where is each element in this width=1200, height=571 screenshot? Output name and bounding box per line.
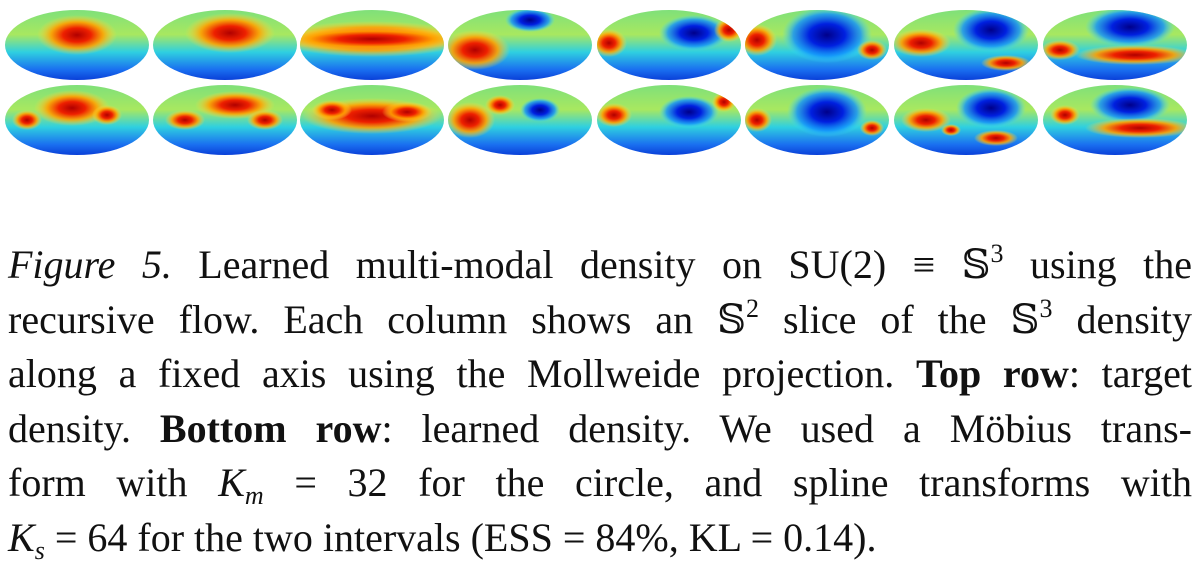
caption-text: m — [244, 481, 264, 510]
mollweide-map — [745, 10, 889, 80]
density-figure — [5, 10, 1187, 155]
caption-text: Top row — [915, 351, 1069, 396]
caption-line: Ks = 64 for the two intervals (ESS = 84%… — [8, 511, 1192, 566]
mollweide-map — [597, 10, 741, 80]
mollweide-map — [894, 10, 1038, 80]
caption-text: Bottom row — [159, 405, 382, 451]
mollweide-map — [894, 85, 1038, 155]
mollweide-map — [1043, 10, 1187, 80]
caption-text: density — [1052, 296, 1193, 342]
caption-text: along a fixed axis using the Mollweide p… — [8, 351, 916, 396]
mollweide-map — [448, 10, 592, 80]
caption-text: using the — [1003, 242, 1192, 287]
caption-text: s — [34, 535, 45, 565]
mollweide-map — [5, 10, 149, 80]
mollweide-map — [153, 10, 297, 80]
caption-text: = 32 for the circle, and spline transfor… — [263, 460, 1192, 505]
caption-text: slice of the 𝕊 — [759, 296, 1040, 342]
caption: Figure 5. Learned multi-modal density on… — [8, 238, 1192, 565]
mollweide-map — [448, 85, 592, 155]
caption-text: 3 — [1039, 293, 1053, 323]
caption-line: form with Km = 32 for the circle, and sp… — [8, 456, 1192, 511]
mollweide-map — [745, 85, 889, 155]
mollweide-map — [1043, 85, 1187, 155]
caption-text: density. — [8, 405, 160, 451]
mollweide-map — [5, 85, 149, 155]
caption-text: K — [8, 514, 35, 560]
caption-text: = 64 for the two intervals (ESS = 84%, K… — [44, 514, 877, 560]
caption-text: Learned multi-modal density on SU(2) ≡ 𝕊 — [171, 242, 991, 287]
caption-text: form with — [8, 460, 219, 505]
mollweide-map — [300, 10, 444, 80]
mollweide-map — [153, 85, 297, 155]
caption-text: 3 — [990, 239, 1004, 268]
caption-line: recursive flow. Each column shows an 𝕊2 … — [8, 293, 1192, 348]
caption-text: Figure 5. — [8, 242, 172, 287]
caption-text: : target — [1068, 351, 1192, 396]
caption-line: Figure 5. Learned multi-modal density on… — [8, 238, 1192, 293]
mollweide-map — [597, 85, 741, 155]
caption-line: density. Bottom row: learned density. We… — [8, 402, 1192, 457]
caption-text: 2 — [746, 293, 759, 323]
caption-text: recursive flow. Each column shows an 𝕊 — [8, 296, 746, 342]
caption-text: K — [218, 460, 245, 505]
caption-text: : learned density. We used a Möbius tran… — [381, 405, 1192, 451]
caption-line: along a fixed axis using the Mollweide p… — [8, 347, 1192, 402]
mollweide-map — [300, 85, 444, 155]
